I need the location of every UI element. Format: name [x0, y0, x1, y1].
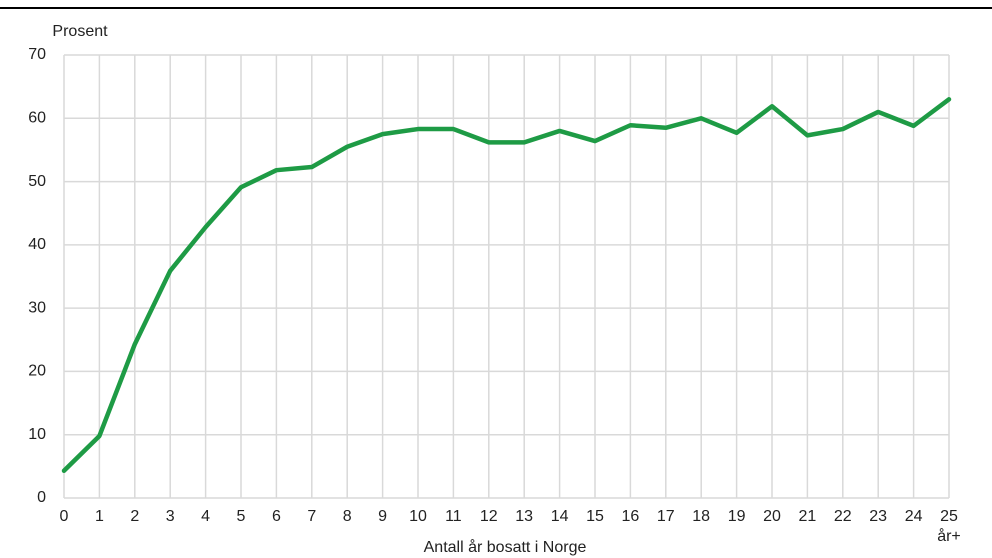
- x-tick-label: 11: [445, 508, 462, 525]
- x-tick-label: 7: [307, 508, 317, 525]
- x-tick-label: 25 år+: [937, 508, 961, 545]
- x-tick-label: 23: [869, 508, 888, 525]
- y-tick-label: 40: [28, 236, 46, 253]
- y-tick-label: 30: [28, 299, 46, 316]
- x-tick-label: 19: [727, 508, 746, 525]
- x-tick-label: 22: [833, 508, 852, 525]
- x-tick-label: 18: [692, 508, 711, 525]
- x-tick-label: 2: [130, 508, 140, 525]
- x-tick-label: 24: [904, 508, 923, 525]
- y-tick-label: 20: [28, 363, 46, 380]
- y-axis-title: Prosent: [52, 23, 108, 40]
- x-tick-label: 6: [271, 508, 281, 525]
- y-tick-label: 70: [28, 46, 46, 63]
- data-line: [61, 97, 952, 474]
- x-tick-label: 13: [515, 508, 534, 525]
- x-tick-label: 15: [586, 508, 604, 525]
- x-tick-label: 1: [94, 508, 104, 525]
- x-tick-label: 14: [550, 508, 569, 525]
- y-tick-label: 50: [28, 173, 46, 190]
- x-tick-label: 9: [378, 508, 388, 525]
- x-tick-label: 5: [236, 508, 246, 525]
- y-tick-label: 10: [28, 426, 46, 443]
- y-tick-label: 60: [28, 110, 46, 127]
- x-axis-title: Antall år bosatt i Norge: [424, 538, 587, 556]
- x-tick-label: 4: [201, 508, 211, 525]
- x-tick-label: 8: [342, 508, 352, 525]
- y-tick-label: 0: [37, 489, 46, 506]
- x-tick-label: 21: [798, 508, 817, 525]
- x-tick-label: 3: [165, 508, 175, 525]
- x-tick-label: 20: [763, 508, 781, 525]
- x-tick-label: 0: [59, 508, 69, 525]
- x-tick-label: 12: [479, 508, 498, 525]
- x-tick-label: 10: [409, 508, 427, 525]
- x-tick-label: 16: [621, 508, 640, 525]
- x-tick-label: 17: [656, 508, 675, 525]
